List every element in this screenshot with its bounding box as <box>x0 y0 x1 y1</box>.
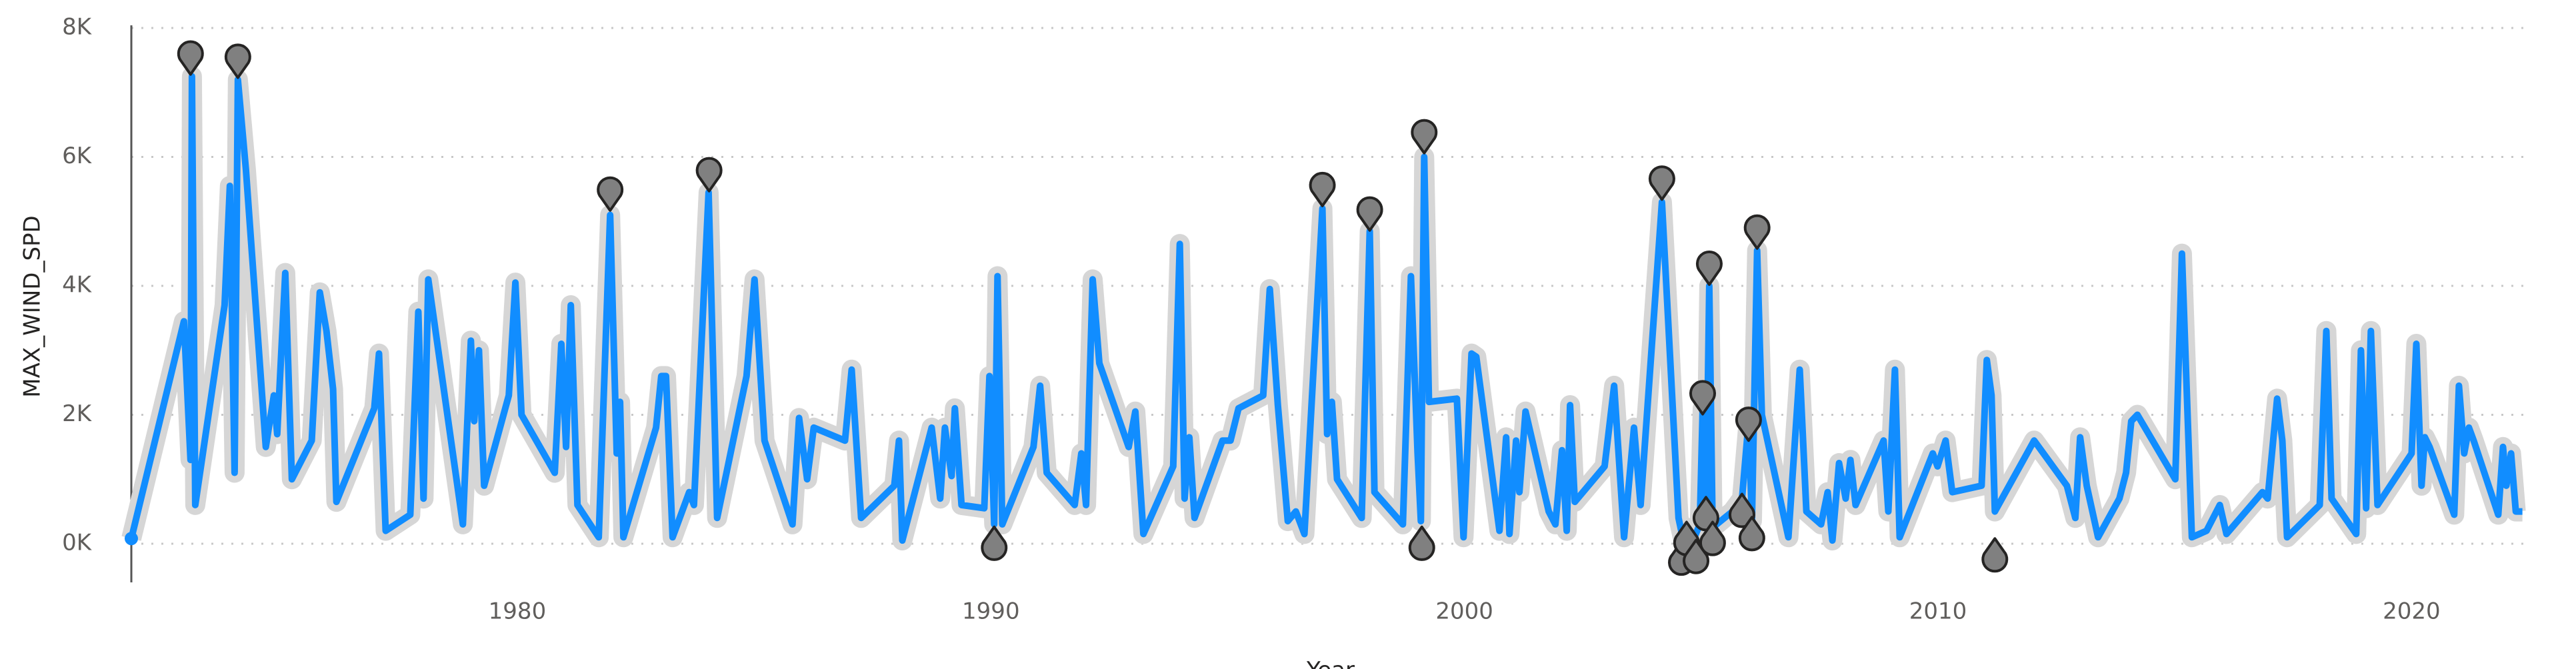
x-tick-label: 2010 <box>1909 598 1967 625</box>
anomaly-marker <box>695 157 723 193</box>
anomaly-marker <box>1981 537 2009 573</box>
anomaly-marker <box>1738 516 1765 552</box>
line <box>128 73 2523 544</box>
anomaly-marker <box>1735 406 1762 442</box>
y-tick-label: 6K <box>62 143 93 169</box>
anomaly-marker <box>1743 214 1771 250</box>
y-axis-title: MAX_WIND_SPD <box>19 215 46 397</box>
anomaly-marker <box>1309 171 1336 208</box>
y-tick-label: 8K <box>62 14 93 41</box>
start-point <box>125 532 138 546</box>
anomaly-marker <box>177 40 204 76</box>
x-tick-label: 2000 <box>1435 598 1493 625</box>
anomaly-marker <box>1683 538 1710 574</box>
x-tick-label: 2020 <box>2383 598 2441 625</box>
anomaly-marker <box>1728 492 1755 528</box>
anomaly-marker <box>1689 380 1716 416</box>
anomaly-marker <box>981 525 1008 561</box>
anomaly-marker <box>1408 525 1435 561</box>
anomaly-marker <box>1699 520 1726 556</box>
y-tick-label: 0K <box>62 529 93 556</box>
anomaly-marker <box>1411 119 1438 155</box>
anomaly-marker <box>597 176 624 212</box>
y-tick-label: 2K <box>62 400 93 427</box>
x-axis-title: Year <box>1306 657 1355 669</box>
anomaly-marker <box>1356 196 1383 232</box>
anomaly-marker <box>224 43 251 79</box>
anomaly-marker <box>1648 165 1675 201</box>
x-tick-label: 1990 <box>962 598 1020 625</box>
anomaly-marker <box>1695 250 1723 287</box>
y-tick-label: 4K <box>62 271 93 298</box>
x-tick-label: 1980 <box>489 598 547 625</box>
